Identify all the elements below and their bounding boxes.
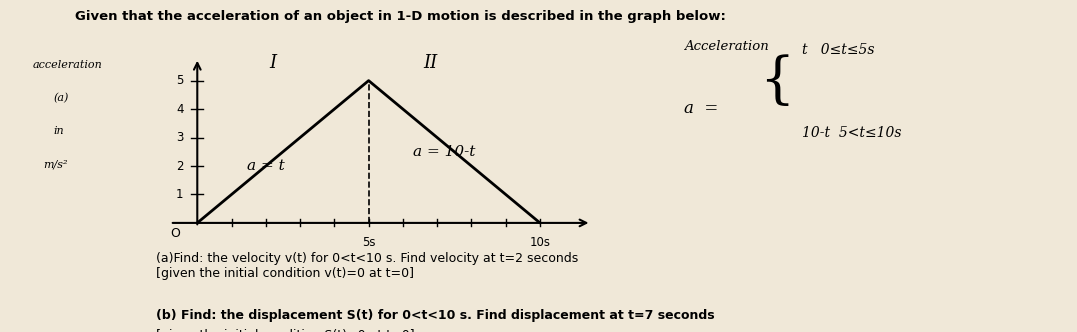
Text: I: I [269, 54, 276, 72]
Text: Acceleration: Acceleration [684, 40, 769, 53]
Text: {: { [759, 54, 795, 109]
Text: 10-t  5<t≤10s: 10-t 5<t≤10s [802, 126, 901, 140]
Text: (a): (a) [54, 93, 69, 103]
Text: O: O [170, 227, 180, 240]
Text: [given the initial condition S(t)=0 at t=0]: [given the initial condition S(t)=0 at t… [156, 329, 415, 332]
Text: a = 10-t: a = 10-t [412, 145, 475, 159]
Text: 4: 4 [176, 103, 183, 116]
Text: 3: 3 [177, 131, 183, 144]
Text: t   0≤t≤5s: t 0≤t≤5s [802, 43, 875, 57]
Text: 5s: 5s [362, 236, 376, 249]
Text: II: II [423, 54, 437, 72]
Text: Given that the acceleration of an object in 1-D motion is described in the graph: Given that the acceleration of an object… [75, 10, 726, 23]
Text: 5: 5 [177, 74, 183, 87]
Text: m/s²: m/s² [43, 159, 68, 169]
Text: a  =: a = [684, 100, 718, 117]
Text: 2: 2 [176, 159, 183, 173]
Text: in: in [54, 126, 65, 136]
Text: 10s: 10s [530, 236, 550, 249]
Text: (a)Find: the velocity v(t) for 0<t<10 s. Find velocity at t=2 seconds
[given the: (a)Find: the velocity v(t) for 0<t<10 s.… [156, 252, 578, 280]
Text: acceleration: acceleration [32, 60, 102, 70]
Text: (b) Find: the displacement S(t) for 0<t<10 s. Find displacement at t=7 seconds: (b) Find: the displacement S(t) for 0<t<… [156, 309, 715, 322]
Text: 1: 1 [176, 188, 183, 201]
Text: a = t: a = t [247, 159, 284, 173]
